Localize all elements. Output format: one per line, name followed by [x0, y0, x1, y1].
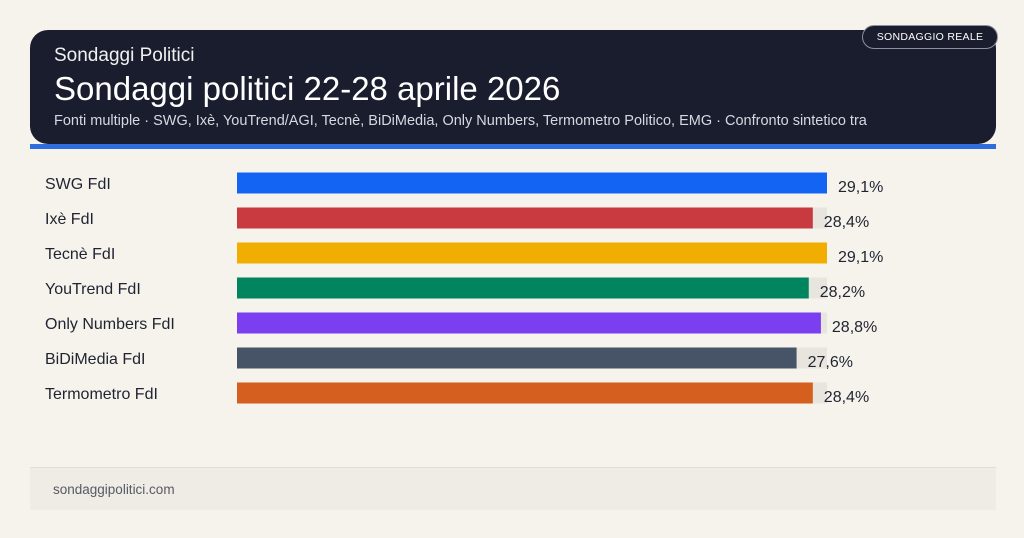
category-label: SWG FdI [45, 176, 111, 193]
value-label: 28,4% [824, 389, 869, 406]
status-badge: SONDAGGIO REALE [862, 25, 998, 49]
category-label: BiDiMedia FdI [45, 351, 145, 368]
accent-divider [30, 144, 996, 149]
bar [237, 382, 813, 404]
value-label: 29,1% [838, 249, 883, 266]
value-label: 29,1% [838, 179, 883, 196]
footer-site-link[interactable]: sondaggipolitici.com [53, 481, 175, 497]
footer: sondaggipolitici.com [30, 467, 996, 510]
value-label: 28,2% [820, 284, 865, 301]
bar [237, 312, 821, 334]
sources-line: Fonti multiple · SWG, Ixè, YouTrend/AGI,… [54, 113, 867, 129]
bar [237, 277, 809, 299]
page-title: Sondaggi politici 22-28 aprile 2026 [54, 70, 561, 107]
bar [237, 207, 813, 229]
header-panel: Sondaggi Politici Sondaggi politici 22-2… [30, 30, 996, 144]
category-label: YouTrend FdI [45, 281, 141, 298]
header-kicker: Sondaggi Politici [54, 45, 195, 66]
category-label: Only Numbers FdI [45, 316, 175, 333]
category-label: Tecnè FdI [45, 246, 115, 263]
category-label: Ixè FdI [45, 211, 94, 228]
value-label: 28,4% [824, 214, 869, 231]
bar [237, 172, 827, 194]
value-label: 28,8% [832, 319, 877, 336]
value-label: 27,6% [808, 354, 853, 371]
category-label: Termometro FdI [45, 386, 158, 403]
bar [237, 347, 797, 369]
bar [237, 242, 827, 264]
